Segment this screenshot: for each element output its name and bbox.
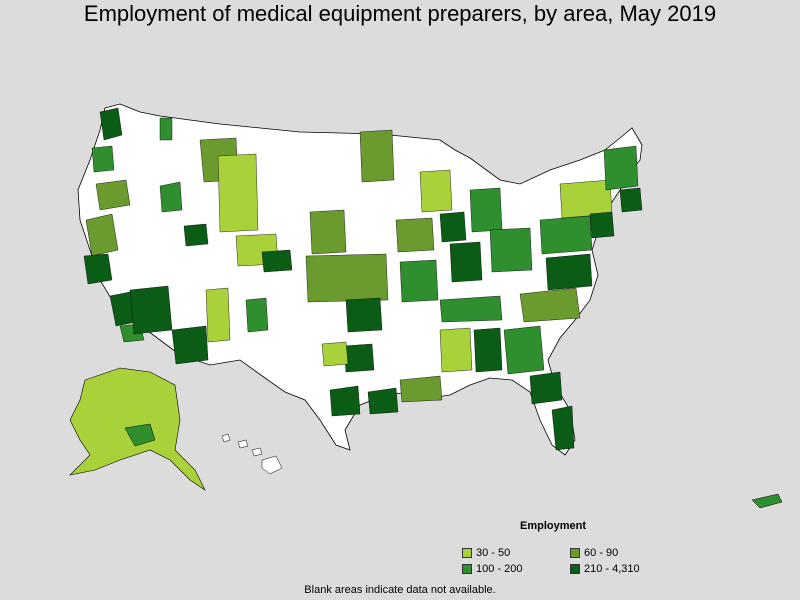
area-seattle xyxy=(99,107,123,141)
area-louisiana xyxy=(399,375,443,403)
area-boise xyxy=(159,181,183,213)
area-virginia xyxy=(545,253,593,291)
legend: Employment 30 - 50 60 - 90 100 - 200 210… xyxy=(462,520,662,576)
area-florida-south xyxy=(551,405,575,451)
area-chicago xyxy=(439,211,467,243)
area-pennsylvania xyxy=(539,215,593,255)
alaska-region-anchorage xyxy=(124,423,156,447)
area-spokane xyxy=(159,117,173,141)
legend-title: Employment xyxy=(520,520,587,532)
legend-label: 100 - 200 xyxy=(476,563,523,575)
area-boston xyxy=(619,187,643,213)
footnote: Blank areas indicate data not available. xyxy=(304,584,496,596)
area-ohio xyxy=(489,227,533,273)
legend-item-60-90: 60 - 90 xyxy=(570,546,670,560)
area-dallas xyxy=(343,343,375,373)
area-sacramento xyxy=(85,213,119,257)
area-nyc xyxy=(589,211,615,239)
area-salt-lake xyxy=(183,223,209,247)
area-iowa xyxy=(395,217,435,253)
area-phoenix xyxy=(129,285,173,335)
area-carolinas xyxy=(519,287,581,323)
area-kansas xyxy=(305,253,389,303)
legend-label: 30 - 50 xyxy=(476,547,511,559)
area-florida-north xyxy=(529,371,563,405)
area-georgia xyxy=(503,325,545,375)
area-texas-north xyxy=(321,341,349,367)
legend-label: 210 - 4,310 xyxy=(584,563,640,575)
area-denver xyxy=(261,249,293,273)
legend-item-30-50: 30 - 50 xyxy=(462,546,570,560)
area-houston xyxy=(367,387,399,415)
hawaii-islands xyxy=(221,433,283,475)
area-indiana xyxy=(449,241,483,283)
area-new-england xyxy=(603,145,639,191)
legend-swatch xyxy=(462,564,472,574)
area-south-dakota xyxy=(309,209,347,255)
area-tennessee xyxy=(439,295,503,323)
area-regions xyxy=(83,107,643,451)
legend-items: 30 - 50 60 - 90 100 - 200 210 - 4,310 xyxy=(462,546,662,576)
area-bay-area xyxy=(83,253,113,285)
area-new-mexico xyxy=(205,287,231,343)
legend-swatch xyxy=(570,548,580,558)
area-portland xyxy=(91,145,115,173)
puerto-rico xyxy=(751,493,783,509)
area-new-york xyxy=(559,179,613,219)
area-albuquerque xyxy=(245,297,269,333)
legend-item-100-200: 100 - 200 xyxy=(462,562,570,576)
area-austin xyxy=(329,385,361,417)
legend-item-210-4310: 210 - 4,310 xyxy=(570,562,670,576)
area-missouri xyxy=(399,259,439,303)
area-michigan xyxy=(469,187,503,233)
area-tucson xyxy=(171,325,209,365)
legend-label: 60 - 90 xyxy=(584,547,619,559)
area-oregon-south xyxy=(95,179,131,211)
area-wisconsin xyxy=(419,169,453,213)
area-minnesota xyxy=(359,129,395,183)
legend-swatch xyxy=(570,564,580,574)
area-oklahoma xyxy=(345,297,383,333)
legend-swatch xyxy=(462,548,472,558)
area-mississippi xyxy=(439,327,473,373)
area-wyoming xyxy=(217,153,259,233)
map-title: Employment of medical equipment preparer… xyxy=(83,1,717,26)
area-alabama xyxy=(473,327,503,373)
